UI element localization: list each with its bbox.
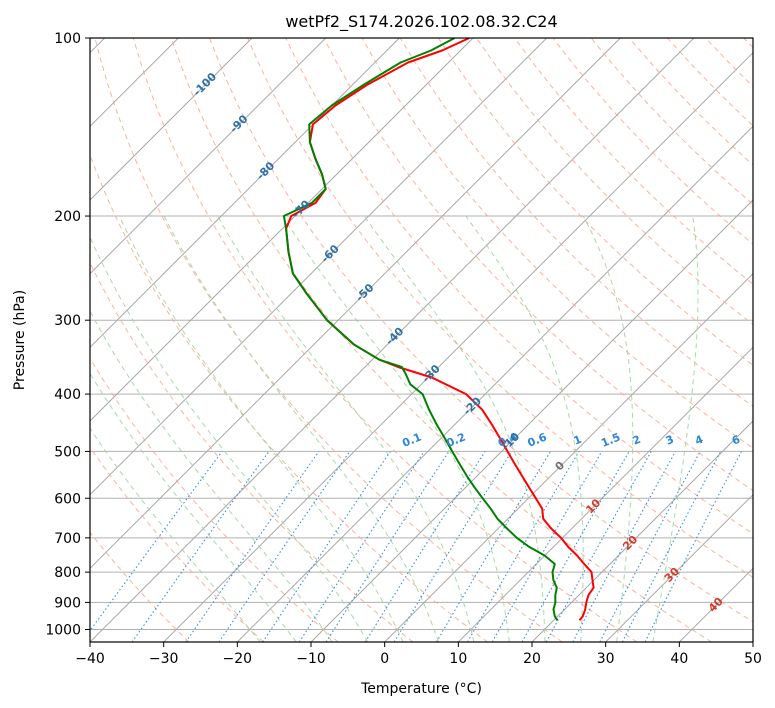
moist-adiabat-line [282,215,510,642]
mixing-ratio-label: 2 [631,433,643,448]
mixing-ratio-line [393,451,513,642]
x-tick-label: 0 [380,651,389,667]
y-tick-label: 400 [54,387,81,403]
dry-adiabat-line [399,38,753,408]
moist-adiabat-line [118,215,404,642]
dry-adiabat-line [90,446,264,642]
y-tick-label: 200 [54,209,81,225]
isotherm-line [90,38,327,275]
isotherm-line [384,272,753,642]
y-axis-title: Pressure (hPa) [12,290,28,390]
y-tick-label: 500 [54,444,81,460]
y-tick-label: 1000 [45,622,81,638]
dry-adiabat-line [90,357,339,642]
x-tick-label: 20 [523,651,541,667]
moist-adiabat-line [217,215,475,642]
y-tick-label: 100 [54,31,81,47]
dry-adiabat-line [209,38,753,623]
dry-adiabat-line [285,38,753,535]
isotherm-line [163,51,753,642]
x-tick-label: 10 [449,651,467,667]
dry-adiabat-line [247,38,753,578]
y-tick-label: 600 [54,491,81,507]
y-tick-label: 700 [54,531,81,547]
isotherm-line [90,38,253,201]
x-tick-label: 40 [670,651,688,667]
dry-adiabat-line [90,261,414,642]
axes: −40 −30 −20 −10 0 10 20 30 40 50 100 200 300 400 500 60… [45,31,762,667]
moist-adiabat-line [90,427,261,642]
x-tick-label: −40 [75,651,105,667]
moist-adiabat-line [90,372,297,642]
x-tick-label: −20 [223,651,253,667]
mixing-ratio-line [90,451,223,632]
x-tick-label: −30 [149,651,179,667]
mixing-ratio-line [131,451,270,642]
mixing-ratio-line [545,451,652,642]
moist-adiabat-line [582,215,634,642]
mixing-ratio-line [572,451,676,642]
mixing-ratio-line [521,451,630,642]
isotherm-line [457,346,753,642]
mixing-ratio-line [262,451,391,642]
moist-adiabat-line [363,215,546,642]
moist-adiabat-line [652,215,699,642]
dry-adiabat-line [514,38,753,285]
mixing-ratio-label: 1 [572,433,584,448]
x-tick-label: −10 [296,651,326,667]
isotherm-line [531,420,753,642]
mixing-ratio-line [218,451,351,642]
moist-adiabat-line [163,215,439,642]
x-axis-title: Temperature (°C) [360,681,482,697]
chart-title: wetPf2_S174.2026.102.08.32.C24 [285,12,557,32]
isotherm-line [90,38,400,349]
mixing-ratio-line [644,451,742,642]
moist-adiabat-line [90,235,369,642]
isotherm-line [90,38,695,642]
mixing-ratio-label: 3 [664,433,676,448]
y-tick-label: 800 [54,565,81,581]
y-tick-label: 900 [54,595,81,611]
dry-adiabat-line [94,38,563,642]
isotherm-line [90,38,548,496]
series-line-1 [282,38,559,621]
y-tick-label: 300 [54,313,81,329]
plot-frame [89,37,754,643]
moist-adiabat-line [465,215,584,642]
dry-adiabat-line [132,38,638,642]
background-lines [90,38,753,642]
mixing-ratio-line [325,451,450,642]
mixing-ratio-line [621,451,722,642]
moist-adiabat-line [90,310,333,642]
isotherm-line [236,125,753,642]
x-tick-label: 50 [744,651,762,667]
isotherm-line [605,493,753,642]
dry-adiabat-line [90,153,488,642]
isotherm-line [90,38,621,570]
mixing-ratio-line [298,451,425,642]
mixing-ratio-line [185,451,320,642]
x-tick-label: 30 [597,651,615,667]
sounding-series [282,38,595,621]
dry-adiabat-line [90,531,190,642]
isotherm-line [90,38,474,422]
